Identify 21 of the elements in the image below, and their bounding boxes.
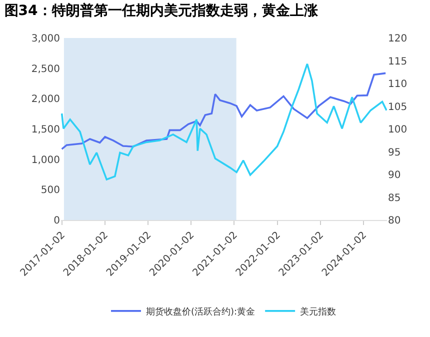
line-series [61,63,387,180]
y-tick-label: 0 [54,216,60,226]
y-tick-label: 500 [40,185,60,196]
y-tick-label: 1,000 [31,154,60,166]
y2-tick-label: 110 [388,79,408,90]
y2-tick-label: 100 [388,124,408,136]
y2-tick-label: 90 [388,170,401,181]
y2-tick-label: 105 [388,102,408,113]
legend-label: 美元指数 [300,306,336,318]
y2-tick-label: 115 [388,56,408,68]
chart-title: 图34：特朗普第一任期内美元指数走弱，黄金上涨 [4,2,319,19]
y-tick-label: 3,000 [31,34,60,44]
y2-tick-label: 85 [388,192,401,204]
y-tick-label: 2,500 [31,64,60,75]
y-tick-label: 1,500 [31,124,60,136]
y-tick-label: 2,000 [31,94,60,106]
y2-tick-label: 95 [388,147,401,158]
line-series [61,72,386,150]
y2-tick-label: 80 [388,216,401,226]
legend-label: 期货收盘价(活跃合约):黄金 [146,306,256,318]
y2-tick-label: 120 [388,34,408,44]
